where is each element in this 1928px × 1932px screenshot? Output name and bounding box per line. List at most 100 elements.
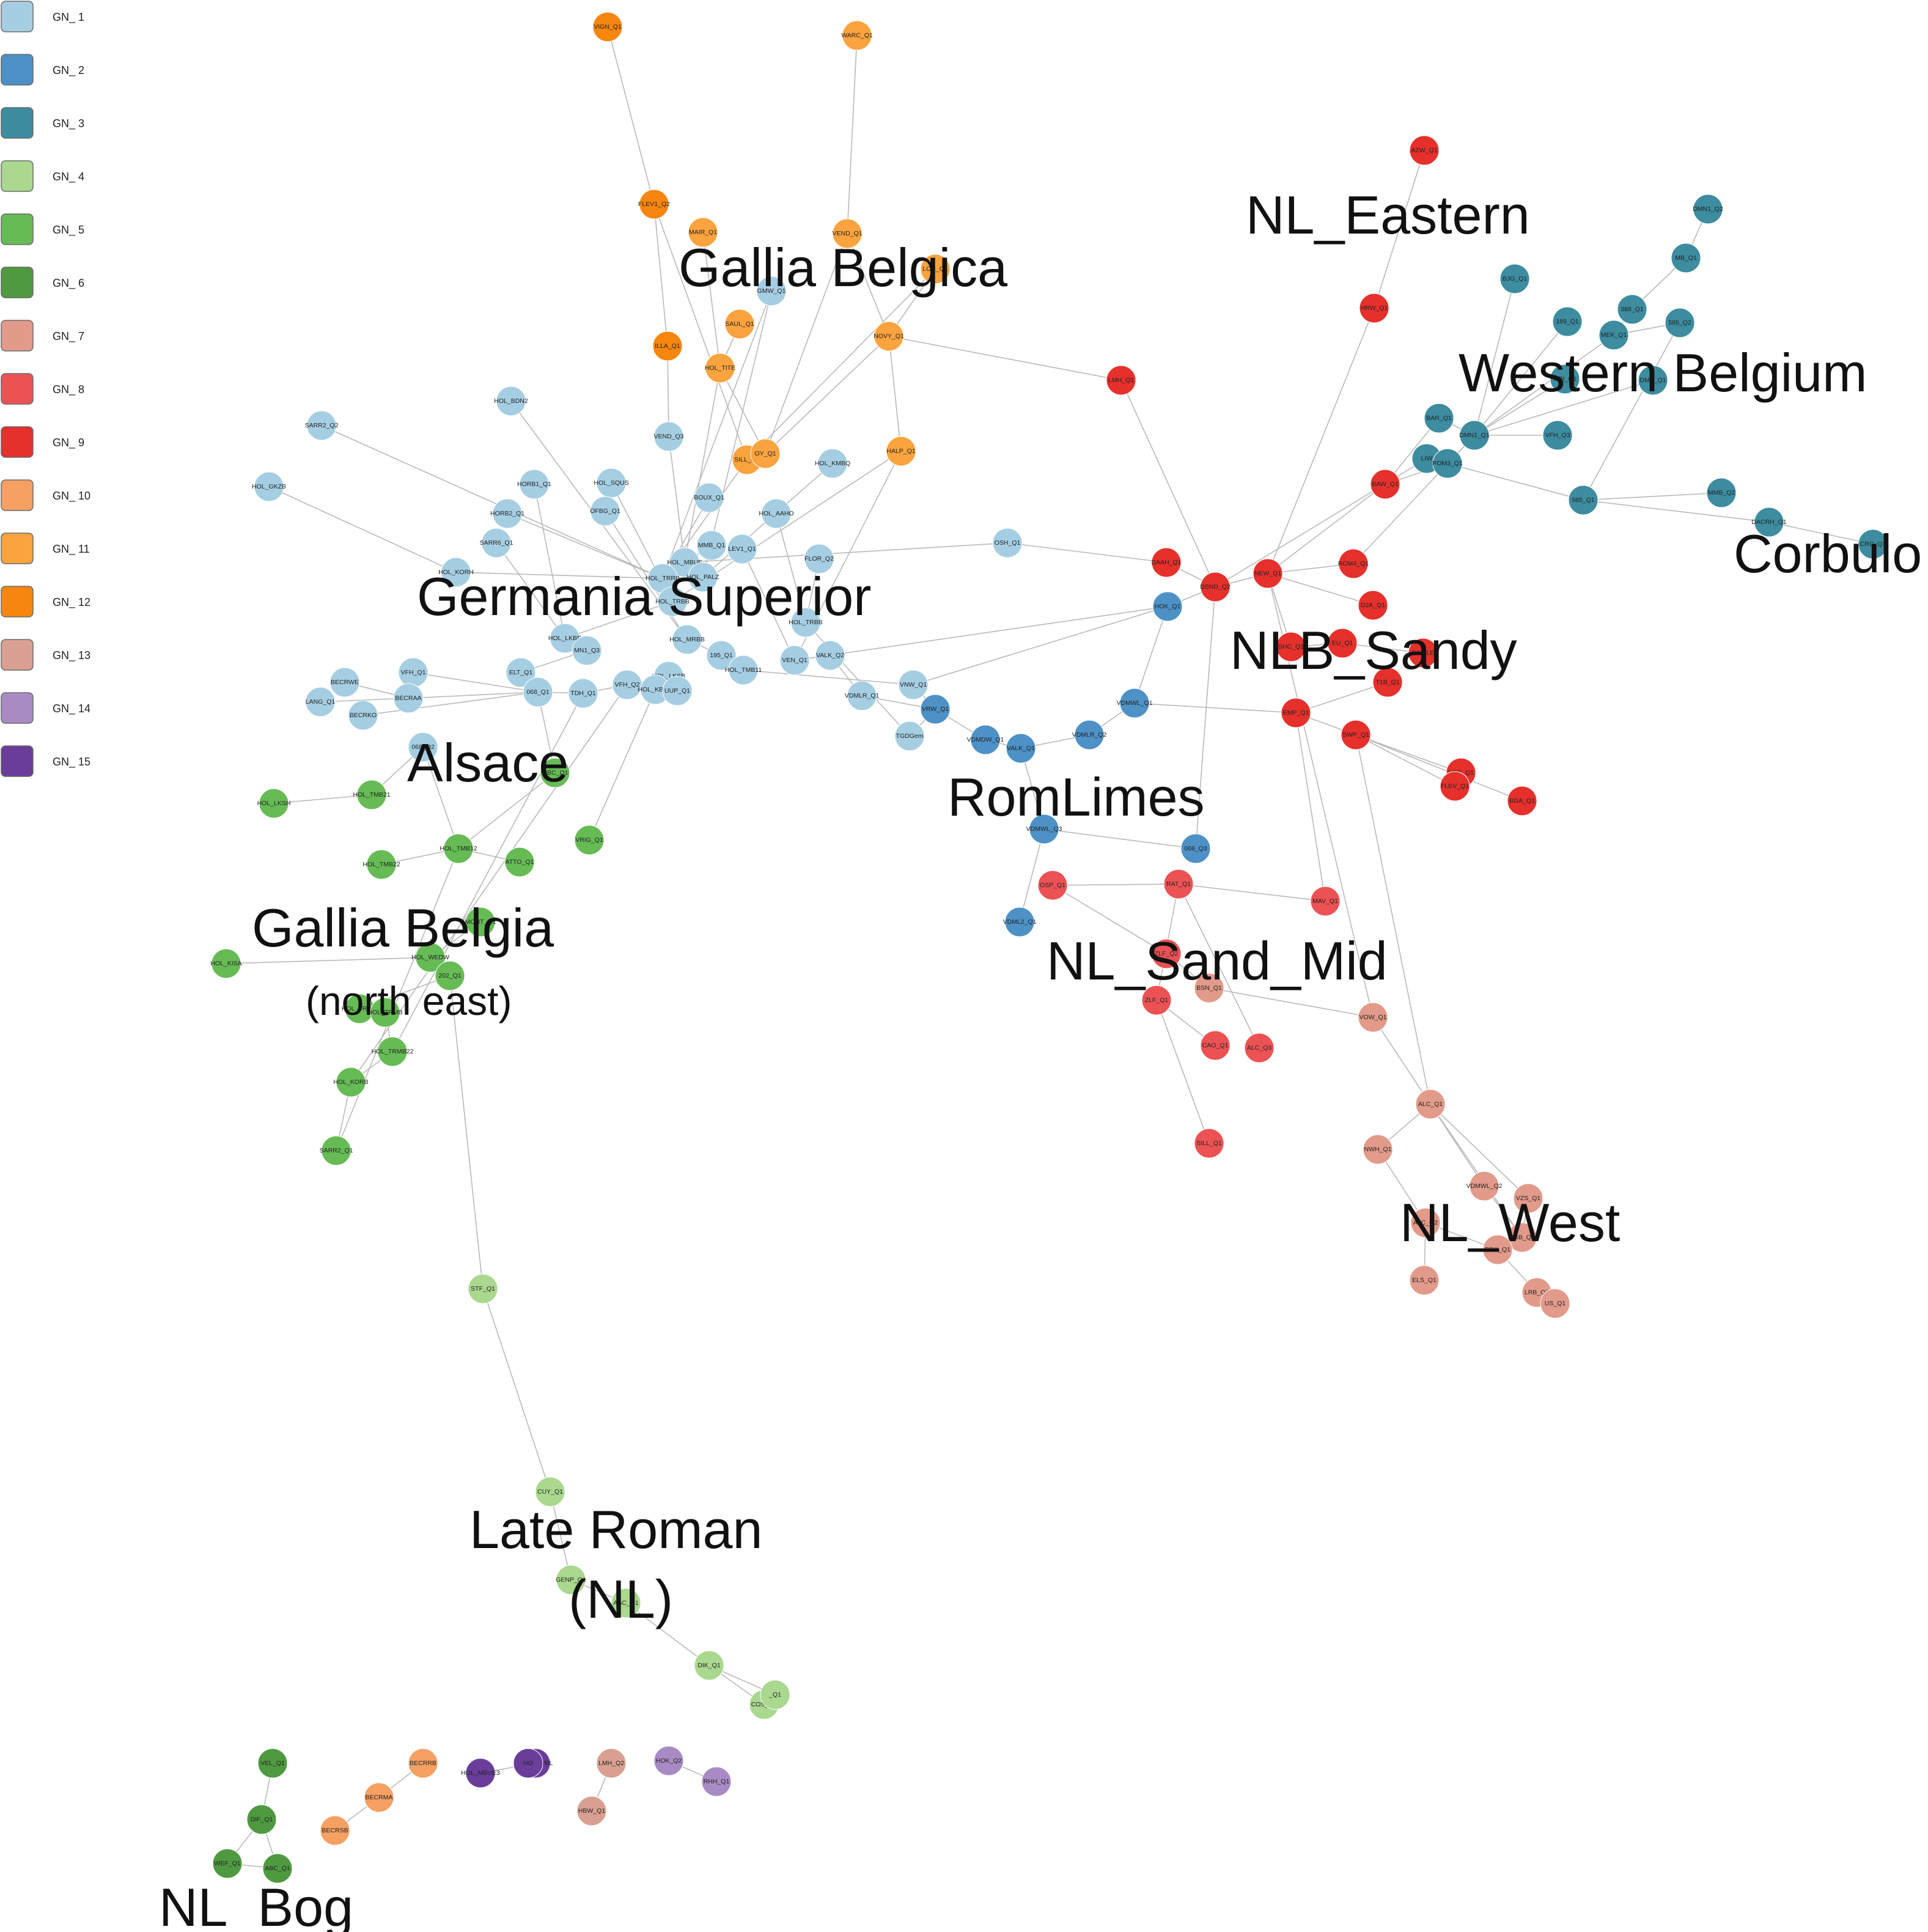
node-label: GENP_Q1: [556, 1576, 586, 1584]
network-node: EU_Q1: [1327, 628, 1358, 658]
legend-item: GN_ 3: [1, 107, 84, 139]
edge: [408, 691, 539, 699]
node-circle: [970, 724, 1001, 755]
network-node: 068_Q1: [523, 677, 553, 707]
node-circle: [513, 1748, 543, 1779]
network-node: POM3_Q1: [1432, 448, 1463, 479]
network-node: _Q1: [760, 1679, 790, 1710]
network-node: HO: [513, 1748, 543, 1779]
network-node: 585_Q1: [1568, 485, 1599, 515]
edge: [1267, 573, 1374, 606]
legend-swatch: [1, 267, 34, 298]
node-circle: [1617, 294, 1647, 325]
network-node: MB_Q1: [1671, 243, 1701, 273]
network-node: SILL_Q1: [1194, 1128, 1224, 1159]
node-circle: [657, 586, 688, 617]
network-node: MEK_Q1: [1599, 320, 1629, 350]
edge: [607, 26, 655, 205]
edge: [413, 672, 539, 693]
node-circle: [1440, 771, 1470, 802]
region-gallia-belgia-sub: (north east): [306, 978, 512, 1023]
legend-label: GN_ 9: [53, 437, 84, 449]
network-node: HOK_Q1: [1152, 591, 1183, 622]
network-node: DIK_Q1: [694, 1650, 724, 1681]
node-label: CRC_Q1: [1860, 540, 1886, 548]
node-circle: [468, 1274, 498, 1304]
node-circle: [535, 1477, 565, 1507]
edge: [1768, 522, 1874, 545]
network-node: DAAH_Q1: [1151, 547, 1182, 578]
node-label: WEF_Q1: [214, 1860, 240, 1867]
edge: [1474, 321, 1568, 436]
node-label: NWH_Q1: [1364, 1146, 1392, 1153]
region-nl-west: NL_West: [1400, 1192, 1620, 1253]
node-circle: [377, 1036, 408, 1067]
node-label: LANG_Q1: [306, 698, 336, 706]
node-label: HOL_TMB11: [725, 666, 762, 674]
node-label: ILLA_Q1: [655, 342, 680, 350]
network-node: DMN1_Q1: [1459, 420, 1490, 451]
node-circle: [506, 657, 536, 688]
network-node: CRC_Q1: [1858, 529, 1888, 559]
edge: [1156, 1000, 1210, 1144]
node-label: UUP_Q1: [664, 687, 690, 695]
node-circle: [370, 997, 400, 1028]
network-node: ELT_Q1: [506, 657, 536, 688]
legend-swatch: [1, 533, 34, 564]
node-label: HOL_LKBB: [548, 635, 581, 642]
network-node: LEV1_Q1: [727, 534, 757, 564]
edge: [765, 233, 848, 454]
edge: [847, 35, 858, 234]
node-circle: [1281, 698, 1311, 728]
node-label: SARR2_Q1: [320, 1147, 353, 1154]
node-circle: [1194, 1128, 1224, 1159]
network-node: VEND_Q1: [832, 218, 863, 249]
node-circle: [894, 721, 925, 751]
network-node: VDMDW_Q1: [967, 724, 1004, 755]
network-node: HOL_BDN2: [494, 386, 528, 416]
node-circle: [815, 640, 845, 671]
node-label: MONT_Q1: [465, 918, 496, 926]
node-label: HOL_BDN2: [494, 397, 528, 405]
node-label: ALC_Q1: [1418, 1101, 1443, 1108]
node-circle: [694, 1650, 724, 1681]
node-circle: [306, 410, 337, 441]
network-node: VDML2_Q1: [1003, 907, 1037, 937]
legend-swatch: [1, 426, 34, 458]
node-label: DEMLE: [1412, 649, 1434, 657]
network-node: VDMLR_Q2: [1072, 720, 1106, 750]
node-label: 585_Q1: [1572, 496, 1595, 504]
node-circle: [364, 1782, 394, 1813]
node-circle: [750, 438, 781, 469]
node-label: 068_Q2: [411, 743, 435, 751]
legend-item: GN_ 10: [1, 479, 90, 511]
network-node: VRIG_Q1: [574, 825, 605, 855]
node-label: VNW_Q1: [900, 681, 927, 688]
region-western-belgium: Western Belgium: [1459, 342, 1867, 403]
node-label: CAO_Q1: [1202, 1042, 1229, 1049]
node-circle: [415, 942, 446, 973]
network-node: BECRWE: [329, 667, 360, 698]
node-label: VEL_Q1: [260, 1760, 285, 1767]
network-node: HOL_TMB21: [353, 780, 391, 810]
node-label: FLOR_Q2: [804, 555, 834, 562]
node-label: HOL_KISA: [210, 960, 241, 967]
edge: [268, 486, 457, 573]
node-label: HRW_Q1: [1361, 304, 1388, 312]
node-label: 585_Q2: [1668, 319, 1691, 326]
network-node: VFH_Q2: [612, 669, 642, 700]
node-label: VDMWL_Q2: [1466, 1182, 1503, 1190]
edge: [1195, 586, 1216, 849]
node-circle: [1363, 1134, 1393, 1165]
network-node: VALK_Q1: [1006, 733, 1036, 764]
edge: [482, 1288, 551, 1492]
legend-item: GN_ 4: [1, 160, 84, 192]
legend: GN_ 1 GN_ 2 GN_ 3 GN_ 4 GN_ 5 GN_ 6 GN_ …: [1, 1, 90, 777]
node-circle: [760, 1679, 790, 1710]
edge: [1267, 308, 1375, 574]
node-label: ABC_Q1: [265, 1865, 290, 1872]
network-node: VEL_Q1: [257, 1748, 288, 1779]
node-circle: [1671, 243, 1701, 273]
node-circle: [1409, 135, 1440, 166]
